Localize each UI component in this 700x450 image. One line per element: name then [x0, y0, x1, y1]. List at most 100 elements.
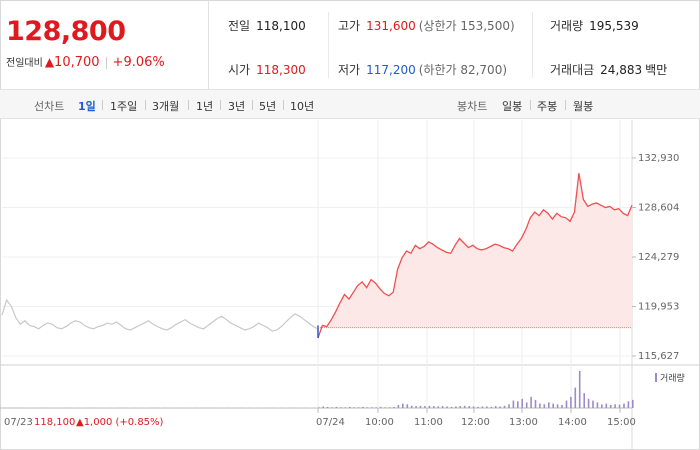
price-chart[interactable]: 132,930 128,604 124,279 119,953 115,627 07/2… — [0, 120, 700, 450]
range-10y-tab[interactable]: 10년 — [290, 100, 315, 113]
volume-bar — [623, 403, 625, 408]
volume-bar — [353, 407, 355, 408]
stats-grid: 전일 118,100 시가 118,300 고가 131,600 (상한가 153,50… — [210, 0, 700, 90]
volume-bar — [565, 400, 568, 408]
y-tick-label: 132,930 — [638, 153, 679, 164]
volume-bar — [410, 405, 413, 408]
y-axis: 132,930 128,604 124,279 119,953 115,627 — [632, 153, 679, 362]
volume-bar — [322, 406, 324, 408]
range-1w-tab[interactable]: 1주일 — [110, 100, 138, 113]
volume-bar — [239, 407, 240, 408]
divider — [188, 100, 189, 110]
stat-label: 거래량 — [550, 19, 584, 33]
current-price: 128,800 — [6, 16, 126, 47]
volume-bar — [402, 403, 404, 408]
volume-bar — [388, 407, 391, 408]
y-tick-label: 115,627 — [638, 351, 679, 362]
stat-amount: 거래대금 24,883 백만 — [550, 61, 667, 78]
up-arrow-icon: ▲ — [44, 55, 55, 69]
volume-bar — [534, 399, 537, 408]
candle-monthly-tab[interactable]: 월봉 — [573, 100, 594, 113]
divider — [530, 100, 531, 110]
volume-bar — [468, 406, 470, 408]
x-tick-label: 10:00 — [365, 417, 394, 428]
stat-value: 131,600 — [366, 19, 416, 33]
volume-bar — [481, 406, 484, 408]
current-price-box: 128,800 전일대비 ▲10,700 +9.06% — [0, 0, 209, 90]
prev-day-close: 118,100 — [34, 417, 75, 428]
change-value: 10,700 — [54, 55, 100, 70]
stat-value: 24,883 — [600, 63, 643, 77]
stat-open: 시가 118,300 — [228, 61, 306, 78]
volume-bar — [583, 393, 585, 408]
volume-bar — [175, 407, 177, 408]
volume-bar — [596, 402, 599, 408]
range-1d-tab[interactable]: 1일 — [78, 100, 96, 113]
divider — [328, 12, 329, 78]
volume-bar — [270, 407, 272, 408]
stat-low: 저가 117,200 (하한가 82,700) — [338, 61, 507, 78]
x-tick-label: 11:00 — [414, 417, 443, 428]
volume-bar — [503, 405, 506, 408]
range-1y-tab[interactable]: 1년 — [196, 100, 214, 113]
candle-daily-tab[interactable]: 일봉 — [502, 100, 523, 113]
volume-bar — [65, 407, 67, 408]
amount-unit: 백만 — [645, 63, 668, 77]
volume-bar — [556, 404, 559, 408]
volume-bar — [578, 371, 581, 408]
stat-label: 거래대금 — [550, 63, 595, 77]
line-chart-label: 선차트 — [34, 100, 65, 113]
stat-label: 시가 — [228, 63, 251, 77]
stat-label: 저가 — [338, 63, 361, 77]
volume-bar — [362, 406, 364, 408]
volume-bar — [331, 407, 333, 408]
change-line: 전일대비 ▲10,700 +9.06% — [6, 54, 165, 70]
today-line — [317, 173, 633, 339]
range-3y-tab[interactable]: 3년 — [228, 100, 246, 113]
volume-bar — [344, 407, 347, 408]
change-label: 전일대비 — [6, 58, 43, 69]
divider — [102, 100, 103, 110]
volume-bar — [508, 404, 510, 408]
volume-bar — [120, 407, 122, 408]
volume-bar — [33, 407, 35, 408]
volume-bar — [609, 405, 612, 408]
volume-bar — [570, 396, 572, 408]
volume-bar — [574, 387, 577, 408]
volume-legend: 거래량 — [660, 372, 685, 384]
volume-bar — [437, 406, 439, 408]
volume-bar — [601, 404, 603, 408]
stat-volume: 거래량 195,539 — [550, 17, 639, 34]
lower-limit: (하한가 82,700) — [418, 63, 508, 77]
prev-day-line — [1, 298, 319, 332]
volume-bar — [450, 406, 453, 408]
volume-bar — [335, 406, 338, 408]
volume-bar — [88, 407, 90, 408]
volume-bar — [525, 402, 528, 408]
volume-bar — [397, 405, 400, 408]
candle-weekly-tab[interactable]: 주봉 — [537, 100, 558, 113]
volume-bar — [494, 406, 497, 408]
volume-bar — [428, 405, 431, 408]
volume-bar — [318, 407, 320, 408]
stat-value: 118,300 — [256, 63, 306, 77]
divider — [283, 100, 284, 110]
volume-bar — [415, 406, 417, 408]
x-tick-label: 07/24 — [316, 417, 345, 428]
volume-bar — [340, 407, 342, 408]
volume-bar — [618, 404, 621, 408]
volume-bar — [326, 406, 329, 408]
volume-bar — [424, 406, 426, 408]
x-axis: 07/24 10:00 11:00 12:00 13:00 14:00 15:00 — [316, 408, 636, 428]
volume-bar — [384, 407, 386, 408]
volume-bar — [2, 407, 3, 408]
volume-bar — [9, 407, 11, 408]
range-5y-tab[interactable]: 5년 — [259, 100, 277, 113]
range-3m-tab[interactable]: 3개월 — [152, 100, 180, 113]
volume-bar — [521, 398, 523, 409]
change-percent: +9.06% — [112, 55, 165, 70]
volume-bar — [207, 407, 209, 408]
volume-bar — [486, 406, 488, 408]
volume-bar — [632, 399, 634, 408]
volume-bar — [548, 402, 550, 408]
